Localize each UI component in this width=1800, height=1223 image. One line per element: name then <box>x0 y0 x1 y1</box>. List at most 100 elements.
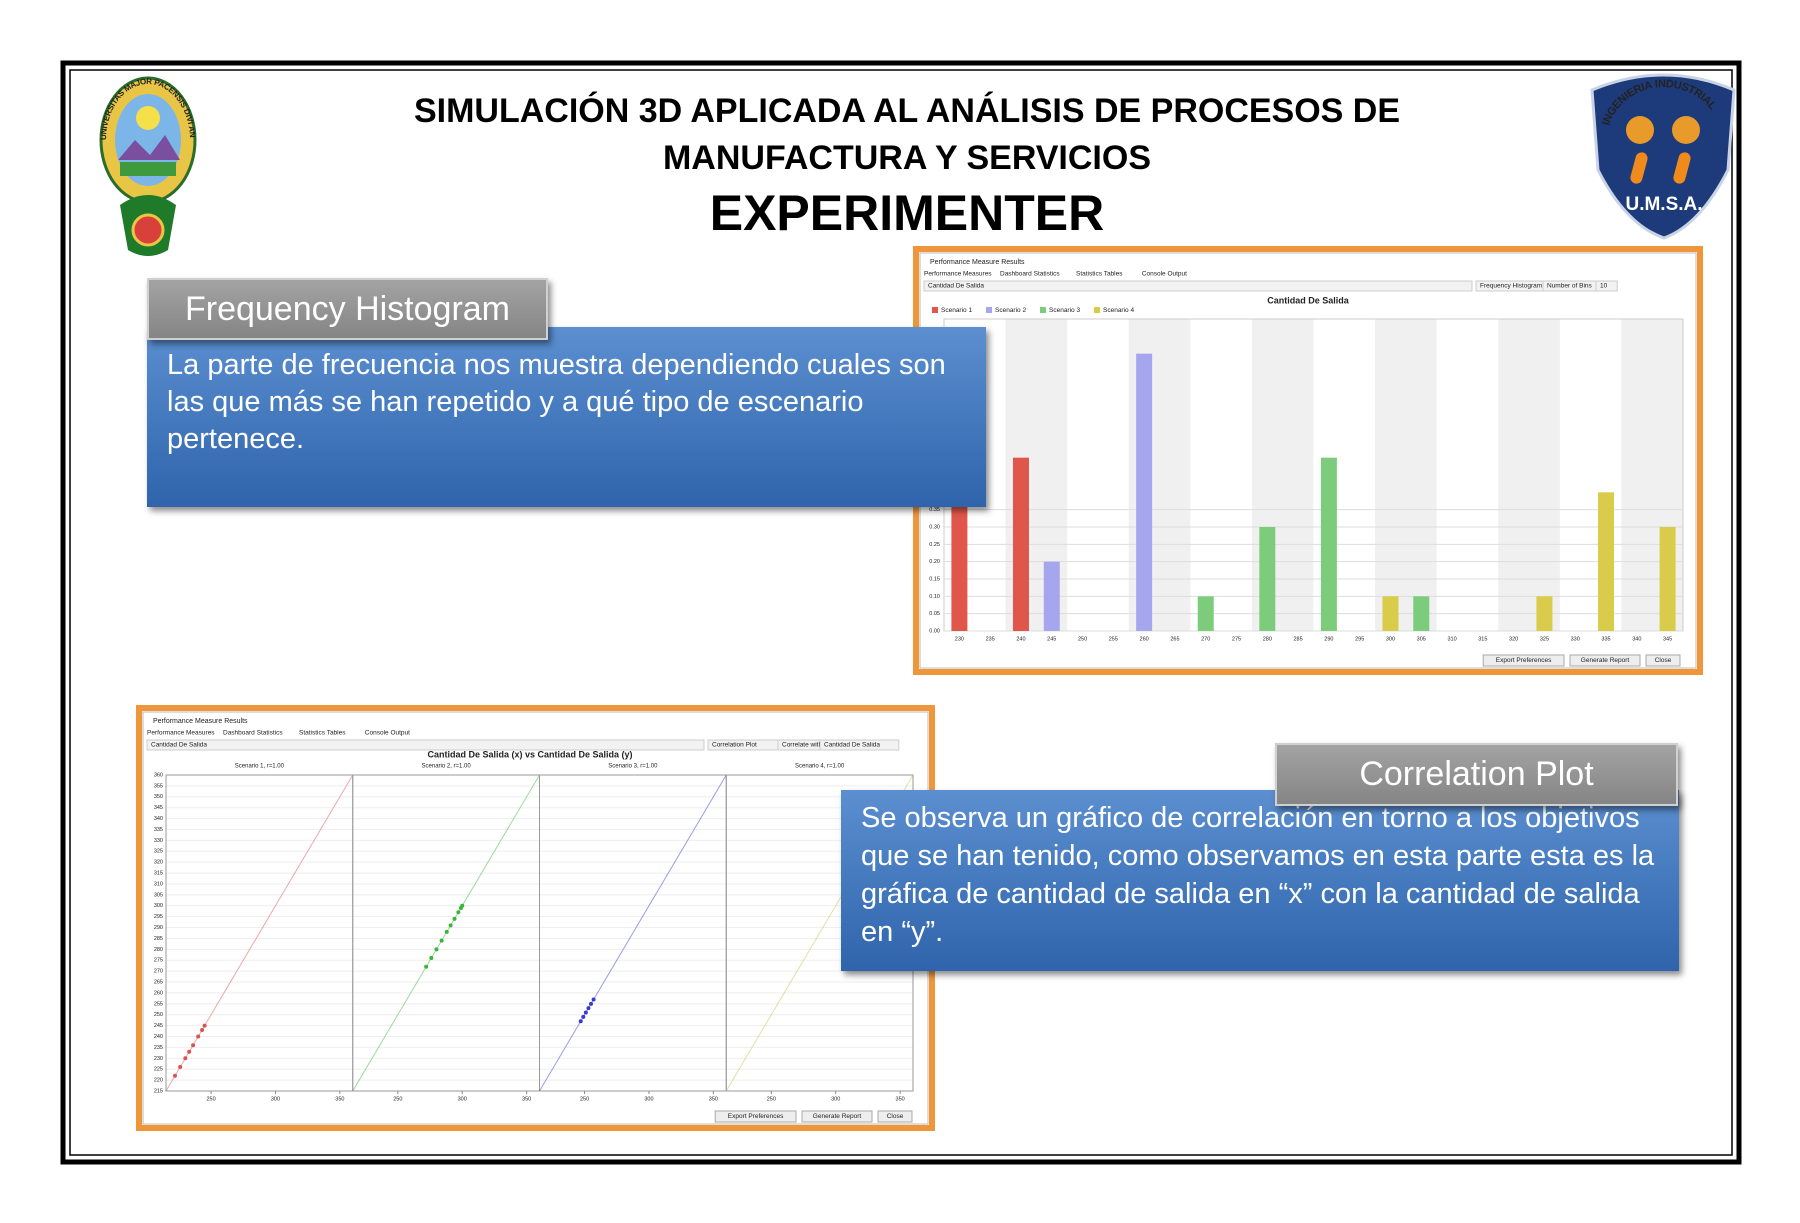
legend-label: Scenario 1 <box>941 307 972 314</box>
y-tick-label: 250 <box>154 1012 163 1018</box>
button-label: Generate Report <box>813 1113 862 1120</box>
x-tick-label: 350 <box>896 1096 905 1102</box>
y-tick-label: 280 <box>154 947 163 953</box>
bar <box>1320 457 1337 631</box>
point <box>456 910 461 915</box>
x-tick-label: 285 <box>1294 636 1303 642</box>
bar <box>1012 457 1029 631</box>
x-tick-label: 280 <box>1263 636 1272 642</box>
button-label: Close <box>1655 657 1672 664</box>
button-label: Export Preferences <box>728 1113 784 1120</box>
y-tick-label: 0.20 <box>929 559 940 565</box>
fit-line <box>539 774 727 1092</box>
button-label: Generate Report <box>1581 657 1630 664</box>
point <box>424 964 429 969</box>
control-label: Correlate with <box>782 742 822 749</box>
button[interactable] <box>801 1110 873 1123</box>
x-tick-label: 340 <box>1632 636 1641 642</box>
bar <box>1382 596 1399 631</box>
window <box>142 711 929 1125</box>
x-tick-label: 250 <box>580 1096 589 1102</box>
x-tick-label: 300 <box>271 1096 280 1102</box>
y-tick-label: 240 <box>154 1034 163 1040</box>
panel-title: Scenario 1, r=1.00 <box>235 764 285 770</box>
bar <box>1659 527 1676 631</box>
y-tick-label: 265 <box>154 979 163 985</box>
x-tick-label: 345 <box>1663 636 1672 642</box>
y-tick-label: 0.30 <box>929 524 940 530</box>
tab: Statistics Tables <box>1076 271 1123 278</box>
legend-swatch <box>986 307 992 313</box>
x-tick-label: 250 <box>393 1096 402 1102</box>
y-tick-label: 235 <box>154 1045 163 1051</box>
point <box>583 1010 588 1015</box>
x-tick-label: 350 <box>709 1096 718 1102</box>
button[interactable] <box>1482 654 1565 667</box>
y-tick-label: 0.00 <box>929 628 940 634</box>
y-tick-label: 0.25 <box>929 542 940 548</box>
x-tick-label: 300 <box>458 1096 467 1102</box>
bar <box>1598 492 1615 631</box>
legend-label: Scenario 4 <box>1103 307 1134 314</box>
x-tick-label: 350 <box>335 1096 344 1102</box>
y-tick-label: 315 <box>154 871 163 877</box>
tab: Performance Measures <box>147 730 215 737</box>
button[interactable] <box>877 1110 913 1123</box>
y-tick-label: 230 <box>154 1056 163 1062</box>
button[interactable] <box>714 1110 797 1123</box>
y-tick-label: 360 <box>154 772 163 778</box>
right-logo: INGENIERIA INDUSTRIAL U.M.S.A. <box>1590 73 1736 240</box>
button[interactable] <box>1645 654 1681 667</box>
callout-text: Se observa un gráfico de correlación en … <box>861 802 1655 948</box>
x-tick-label: 350 <box>522 1096 531 1102</box>
title-line: SIMULACIÓN 3D APLICADA AL ANÁLISIS DE PR… <box>413 92 1401 130</box>
dropdown <box>923 280 1473 292</box>
y-tick-label: 320 <box>154 860 163 866</box>
button[interactable] <box>1569 654 1641 667</box>
x-tick-label: 315 <box>1478 636 1487 642</box>
point <box>460 903 465 908</box>
chart-title: Cantidad De Salida (x) vs Cantidad De Sa… <box>427 749 632 759</box>
point <box>191 1043 196 1048</box>
button-label: Export Preferences <box>1496 657 1552 664</box>
x-tick-label: 245 <box>1047 636 1056 642</box>
y-tick-label: 260 <box>154 990 163 996</box>
x-tick-label: 300 <box>644 1096 653 1102</box>
point <box>589 1001 594 1006</box>
y-tick-label: 245 <box>154 1023 163 1029</box>
window-title: Performance Measure Results <box>153 718 248 725</box>
legend-swatch <box>932 307 938 313</box>
control-label: Frequency Histogram <box>1480 283 1542 290</box>
control-label: 10 <box>1600 283 1608 290</box>
y-tick-label: 275 <box>154 958 163 964</box>
x-tick-label: 250 <box>767 1096 776 1102</box>
point <box>439 938 444 943</box>
x-tick-label: 290 <box>1324 636 1333 642</box>
bar <box>1197 596 1214 631</box>
point <box>448 923 453 928</box>
bar <box>1259 527 1276 631</box>
y-tick-label: 285 <box>154 936 163 942</box>
x-tick-label: 230 <box>955 636 964 642</box>
y-tick-label: 215 <box>154 1088 163 1094</box>
left-logo: UNIVERSITAS MAJOR PACENSIS DIVI ANDREAE <box>0 0 197 256</box>
point <box>202 1023 207 1028</box>
y-tick-label: 0.35 <box>929 507 940 513</box>
y-tick-label: 270 <box>154 969 163 975</box>
y-tick-label: 0.05 <box>929 611 940 617</box>
point <box>578 1019 583 1024</box>
callout-title: Correlation Plot <box>1275 743 1678 806</box>
y-tick-label: 0.10 <box>929 594 940 600</box>
y-tick-label: 220 <box>154 1078 163 1084</box>
frame-inner <box>69 69 1733 1156</box>
x-tick-label: 275 <box>1232 636 1241 642</box>
tab: Console Output <box>365 730 410 737</box>
legend-swatch <box>1094 307 1100 313</box>
callout-text: La parte de frecuencia nos muestra depen… <box>167 349 946 455</box>
x-tick-label: 300 <box>831 1096 840 1102</box>
x-tick-label: 260 <box>1140 636 1149 642</box>
title-line: MANUFACTURA Y SERVICIOS <box>662 139 1152 177</box>
point <box>196 1034 201 1039</box>
x-tick-label: 305 <box>1417 636 1426 642</box>
